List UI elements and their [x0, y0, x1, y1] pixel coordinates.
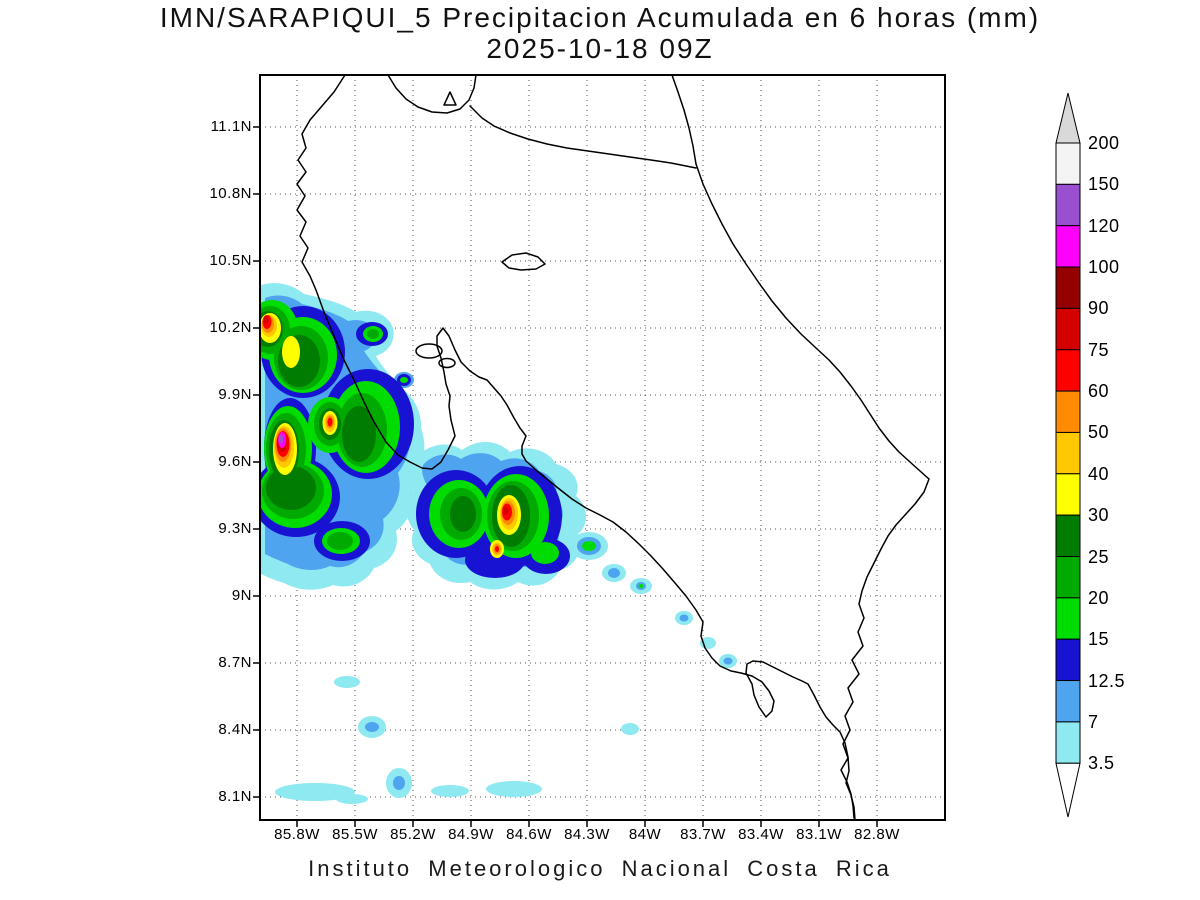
axis-ticks: [253, 126, 878, 827]
precip-band-120mm: [278, 434, 284, 444]
coastline-pacific: [296, 75, 856, 820]
map-title: IMN/SARAPIQUI_5 Precipitacion Acumulada …: [159, 2, 1041, 33]
footer-credit: Instituto Meteorologico Nacional Costa R…: [308, 856, 892, 881]
san-juan-river-border: [469, 105, 697, 169]
gulf-nicoya-island: [438, 357, 456, 369]
map-valid-time: 2025-10-18 09Z: [486, 33, 714, 64]
map-frame: [259, 74, 946, 821]
lake-nicaragua-shore: [387, 75, 477, 114]
coastline-borders: [296, 75, 930, 820]
latlon-gridlines: [260, 75, 945, 820]
island-triangle: [443, 91, 457, 106]
colorbar: [1055, 92, 1081, 818]
coastline-caribbean-panama-border: [671, 75, 930, 819]
precipitation-shading: [260, 283, 737, 804]
gulf-nicoya-island: [415, 343, 443, 359]
lake-arenal-outline: [501, 252, 546, 271]
